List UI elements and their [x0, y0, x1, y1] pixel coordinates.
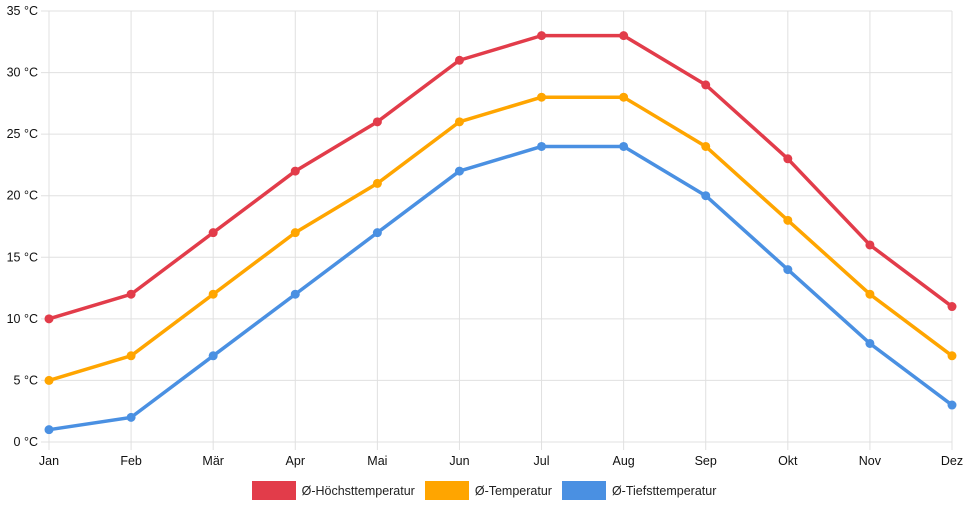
data-point[interactable]	[372, 228, 382, 238]
x-tick-label: Jul	[534, 454, 550, 468]
series-line	[48, 95, 954, 383]
legend-item[interactable]: Ø-Tiefsttemperatur	[561, 481, 717, 500]
y-tick-label: 35 °C	[7, 4, 38, 18]
legend-swatch	[561, 481, 606, 500]
legend-label: Ø-Temperatur	[474, 483, 552, 498]
data-point[interactable]	[372, 117, 382, 127]
data-point[interactable]	[537, 92, 547, 102]
legend-label: Ø-Höchsttemperatur	[301, 483, 415, 498]
y-tick-label: 30 °C	[7, 66, 38, 80]
data-point[interactable]	[454, 166, 464, 176]
legend-item[interactable]: Ø-Temperatur	[424, 481, 552, 500]
data-point[interactable]	[701, 141, 711, 151]
data-point[interactable]	[783, 215, 793, 225]
data-point[interactable]	[783, 154, 793, 164]
data-point[interactable]	[619, 31, 629, 41]
x-tick-label: Apr	[286, 454, 305, 468]
legend-label: Ø-Tiefsttemperatur	[611, 483, 717, 498]
series-line	[48, 33, 954, 321]
data-point[interactable]	[701, 80, 711, 90]
data-point[interactable]	[537, 141, 547, 151]
data-point[interactable]	[44, 314, 54, 324]
y-tick-label: 25 °C	[7, 127, 38, 141]
legend-swatch	[424, 481, 469, 500]
series-line	[48, 144, 954, 432]
series-1	[44, 92, 957, 385]
x-tick-label: Mai	[367, 454, 387, 468]
data-point[interactable]	[372, 178, 382, 188]
x-tick-label: Mär	[202, 454, 224, 468]
x-tick-label: Nov	[859, 454, 882, 468]
data-point[interactable]	[208, 228, 218, 238]
data-point[interactable]	[537, 31, 547, 41]
data-point[interactable]	[619, 92, 629, 102]
data-point[interactable]	[44, 425, 54, 435]
data-point[interactable]	[126, 289, 136, 299]
data-point[interactable]	[701, 191, 711, 201]
y-tick-label: 5 °C	[14, 373, 38, 387]
x-tick-label: Jan	[39, 454, 59, 468]
data-point[interactable]	[290, 228, 300, 238]
data-point[interactable]	[454, 117, 464, 127]
x-tick-label: Feb	[120, 454, 142, 468]
x-tick-label: Sep	[695, 454, 717, 468]
y-tick-label: 20 °C	[7, 189, 38, 203]
line-chart: 0 °C 5 °C 10 °C 15 °C 20 °C 25 °C 30 °C 35 °C J…	[7, 4, 964, 468]
data-point[interactable]	[865, 338, 875, 348]
data-point[interactable]	[865, 289, 875, 299]
x-tick-label: Aug	[613, 454, 635, 468]
series-lines	[44, 31, 957, 435]
data-point[interactable]	[619, 141, 629, 151]
x-tick-label: Jun	[449, 454, 469, 468]
data-point[interactable]	[865, 240, 875, 250]
data-point[interactable]	[290, 289, 300, 299]
data-point[interactable]	[44, 375, 54, 385]
y-axis-ticks: 0 °C 5 °C 10 °C 15 °C 20 °C 25 °C 30 °C 35 °C	[7, 4, 38, 449]
data-point[interactable]	[454, 55, 464, 65]
legend-item[interactable]: Ø-Höchsttemperatur	[251, 481, 415, 500]
data-point[interactable]	[208, 289, 218, 299]
data-point[interactable]	[947, 351, 957, 361]
legend: Ø-Höchsttemperatur Ø-Temperatur Ø-Tiefstte…	[0, 481, 968, 500]
series-0	[44, 31, 957, 324]
data-point[interactable]	[947, 400, 957, 410]
data-point[interactable]	[290, 166, 300, 176]
data-point[interactable]	[947, 302, 957, 312]
y-tick-label: 0 °C	[14, 435, 38, 449]
data-point[interactable]	[126, 351, 136, 361]
y-tick-label: 10 °C	[7, 312, 38, 326]
x-axis-ticks: Jan Feb Mär Apr Mai Jun Jul Aug Sep Okt Nov Dez	[39, 454, 963, 468]
x-tick-label: Okt	[778, 454, 798, 468]
data-point[interactable]	[126, 412, 136, 422]
series-2	[44, 141, 957, 435]
x-tick-label: Dez	[941, 454, 963, 468]
data-point[interactable]	[208, 351, 218, 361]
data-point[interactable]	[783, 265, 793, 275]
legend-swatch	[251, 481, 296, 500]
y-tick-label: 15 °C	[7, 250, 38, 264]
